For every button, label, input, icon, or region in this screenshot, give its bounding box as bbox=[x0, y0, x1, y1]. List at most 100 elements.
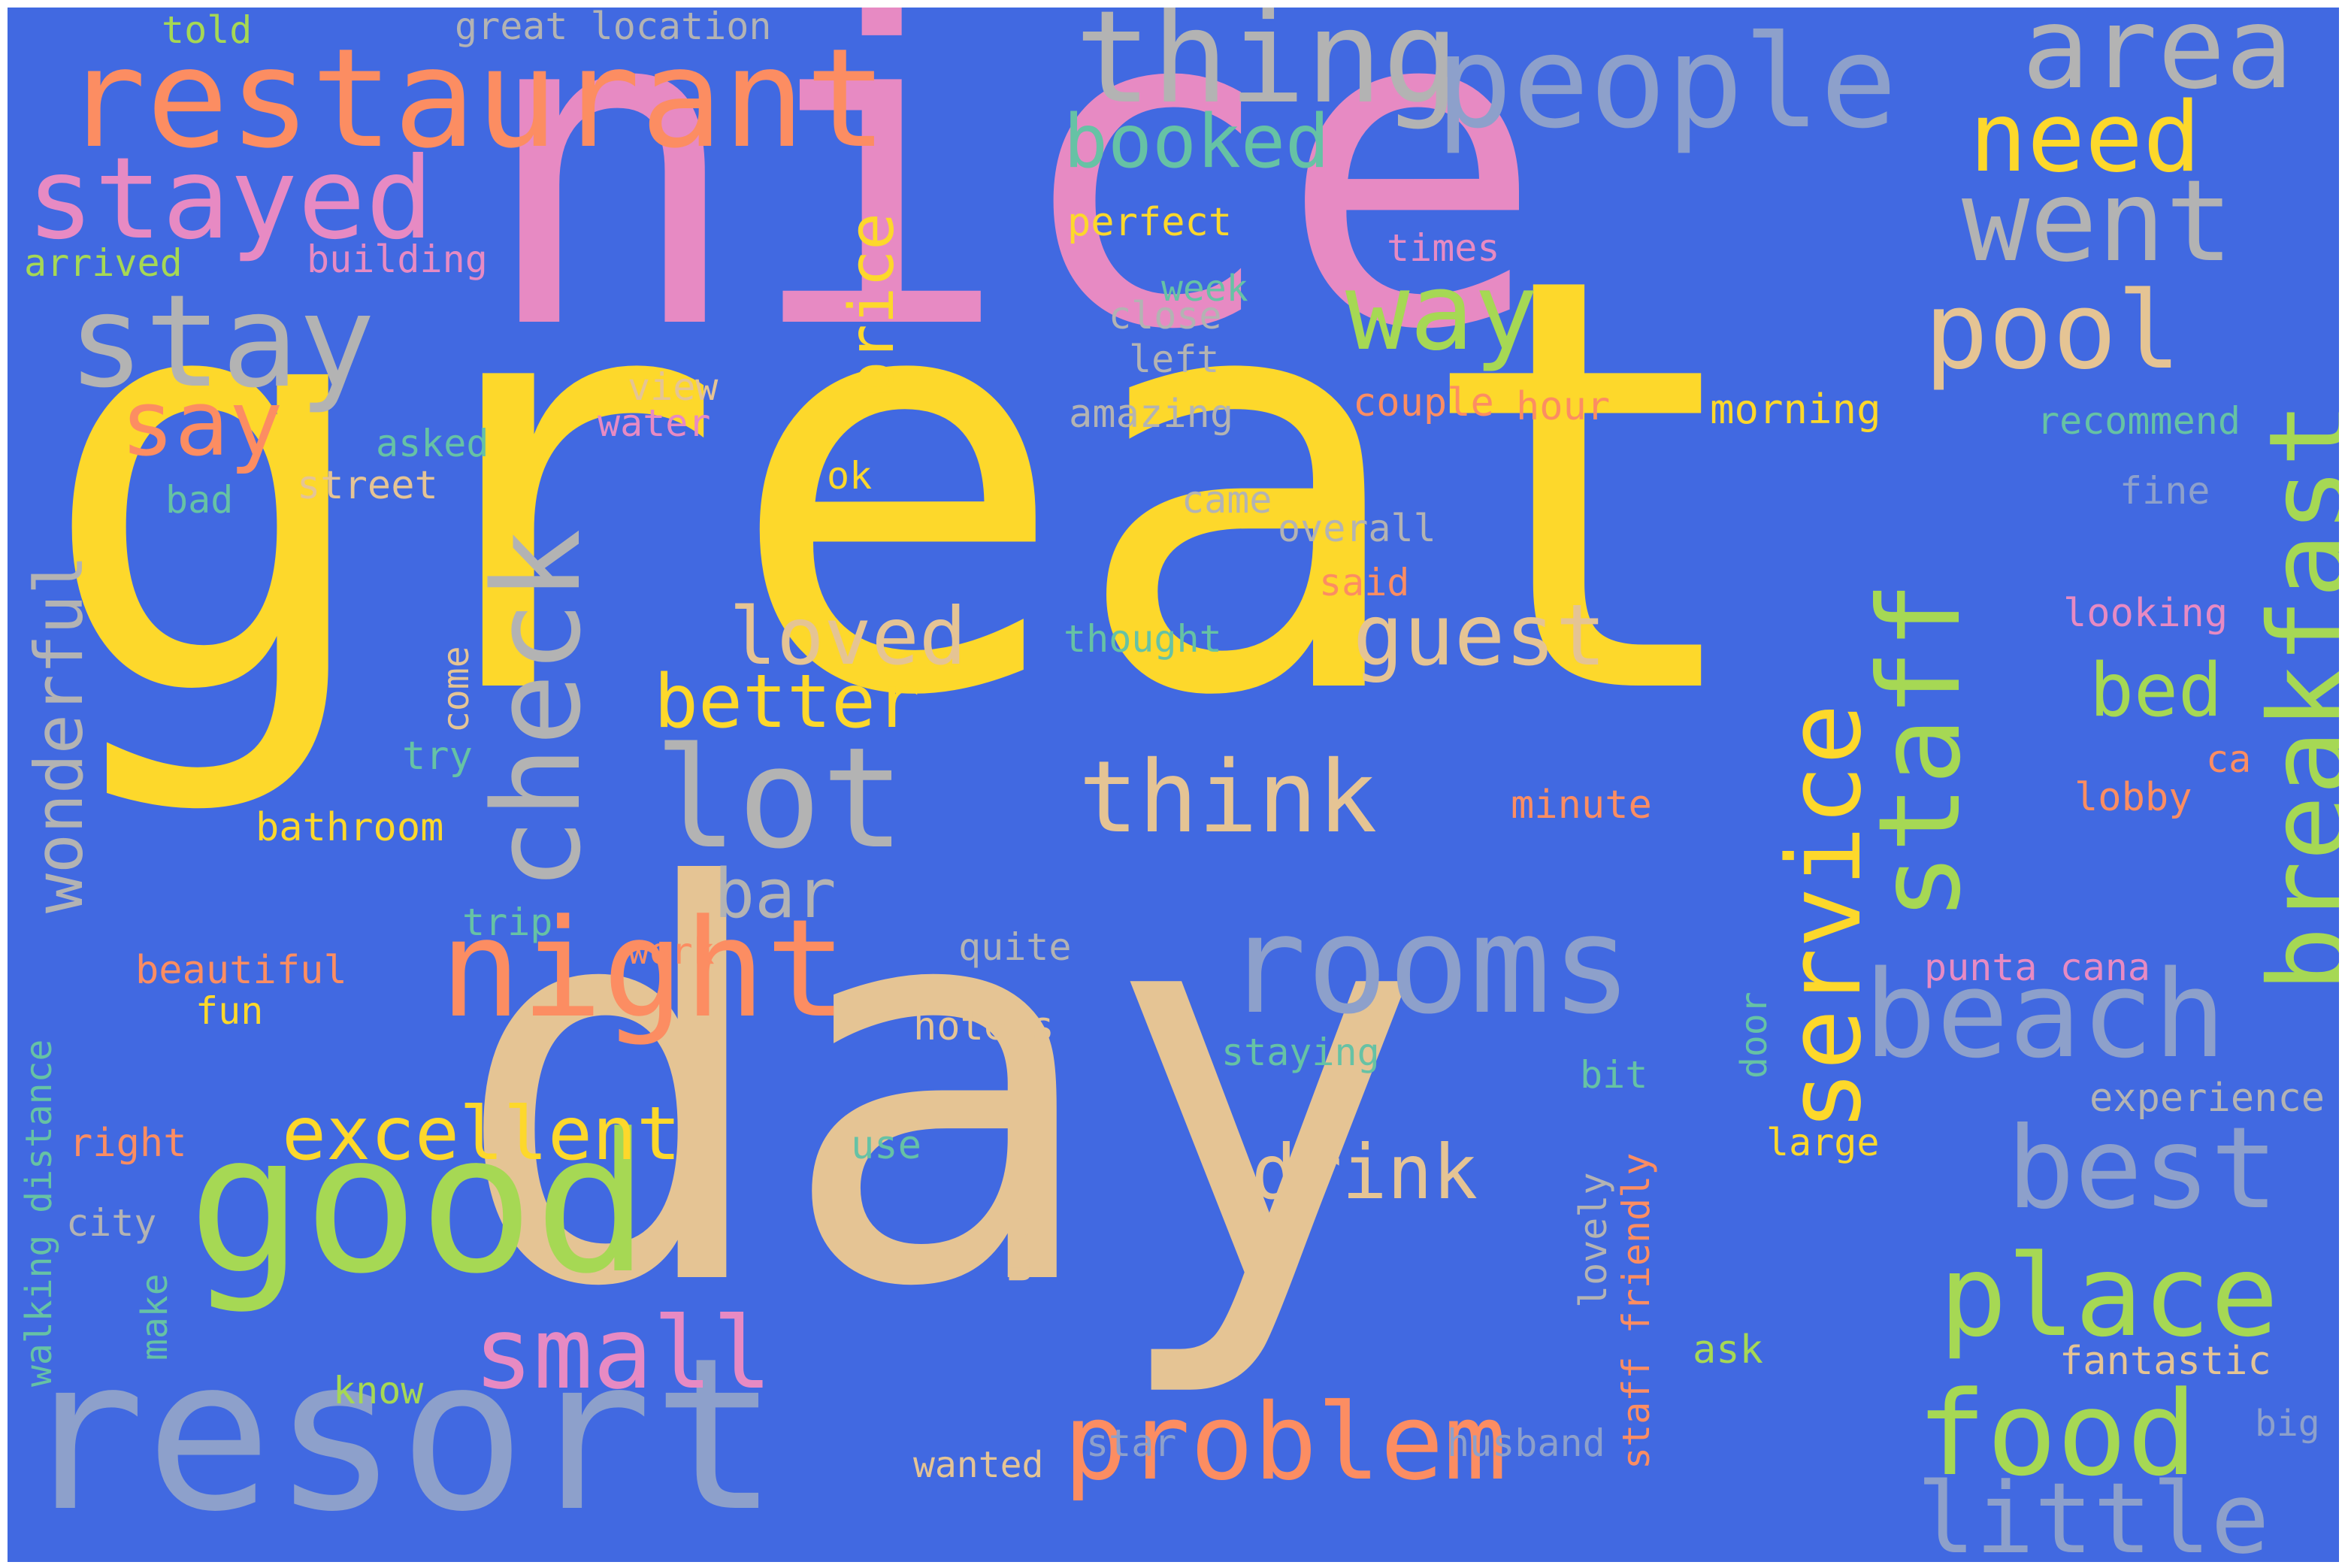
word-times: times bbox=[1387, 226, 1500, 270]
word-thought: thought bbox=[1064, 617, 1222, 661]
word-perfect: perfect bbox=[1067, 200, 1233, 245]
word-hour: hour bbox=[1516, 384, 1611, 429]
word-beautiful: beautiful bbox=[135, 948, 347, 993]
word-stay: stay bbox=[68, 268, 376, 416]
word-experience: experience bbox=[2089, 1076, 2325, 1121]
word-punta-cana: punta cana bbox=[1924, 946, 2151, 989]
word-pool: pool bbox=[1924, 269, 2181, 393]
word-area: area bbox=[2022, 8, 2294, 114]
word-rooms: rooms bbox=[1225, 887, 1632, 1044]
word-lobby: lobby bbox=[2074, 775, 2192, 820]
word-make: make bbox=[134, 1273, 176, 1361]
word-water: water bbox=[598, 401, 711, 445]
word-close: close bbox=[1109, 294, 1222, 338]
word-told: told bbox=[162, 8, 253, 52]
word-fun: fun bbox=[195, 989, 264, 1033]
word-door: door bbox=[1733, 991, 1775, 1079]
word-asked: asked bbox=[376, 422, 489, 465]
word-people: people bbox=[1436, 8, 1898, 157]
word-city: city bbox=[66, 1201, 157, 1245]
word-beach: beach bbox=[1864, 944, 2226, 1085]
word-booked: booked bbox=[1064, 99, 1330, 185]
word-drink: drink bbox=[1251, 1128, 1478, 1216]
word-think: think bbox=[1079, 740, 1378, 855]
word-staff: staff bbox=[1855, 581, 1986, 921]
word-hotels: hotels bbox=[913, 1004, 1054, 1049]
word-bathroom: bathroom bbox=[256, 805, 444, 850]
word-bit: bit bbox=[1580, 1053, 1648, 1097]
word-left: left bbox=[1129, 338, 1220, 381]
word-lot: lot bbox=[654, 717, 906, 879]
word-cloud: great nice day resort restaurant thing p… bbox=[8, 8, 2339, 1562]
word-need: need bbox=[1969, 82, 2201, 194]
word-view: view bbox=[628, 365, 719, 409]
word-wanted: wanted bbox=[913, 1444, 1044, 1486]
word-ok: ok bbox=[827, 454, 873, 498]
word-good: good bbox=[188, 1093, 650, 1316]
word-said: said bbox=[1319, 561, 1410, 604]
word-ask: ask bbox=[1693, 1327, 1763, 1373]
word-nice: nice bbox=[477, 8, 1545, 427]
word-day: day bbox=[451, 775, 1429, 1405]
word-staff-friendly: staff friendly bbox=[1614, 1152, 1658, 1470]
word-say: say bbox=[120, 372, 283, 477]
word-way: way bbox=[1345, 250, 1539, 374]
word-thing: thing bbox=[1075, 8, 1460, 132]
word-loved: loved bbox=[729, 591, 967, 683]
word-resort: resort bbox=[19, 1313, 779, 1558]
word-wonderful: wonderful bbox=[20, 555, 98, 913]
word-staying: staying bbox=[1221, 1031, 1380, 1074]
word-large: large bbox=[1766, 1121, 1880, 1164]
word-great: great bbox=[38, 156, 1757, 821]
word-recommend: recommend bbox=[2037, 399, 2241, 443]
word-morning: morning bbox=[1710, 386, 1881, 433]
word-guest: guest bbox=[1353, 587, 1607, 685]
word-went: went bbox=[1962, 156, 2234, 287]
word-check: check bbox=[467, 528, 607, 891]
word-best: best bbox=[2007, 1103, 2279, 1234]
word-amazing: amazing bbox=[1069, 392, 1234, 437]
word-price: price bbox=[837, 213, 908, 398]
word-small: small bbox=[474, 1296, 773, 1412]
word-excellent: excellent bbox=[282, 1091, 682, 1177]
word-husband: husband bbox=[1447, 1421, 1605, 1465]
word-great-location: great location bbox=[455, 8, 772, 48]
word-use: use bbox=[851, 1123, 921, 1168]
word-right: right bbox=[69, 1121, 187, 1166]
word-know: know bbox=[333, 1369, 424, 1412]
word-week: week bbox=[1161, 268, 1248, 310]
word-better: better bbox=[654, 659, 921, 745]
word-place: place bbox=[1939, 1231, 2279, 1362]
word-used: used bbox=[995, 1193, 1039, 1284]
word-bed: bed bbox=[2089, 648, 2223, 734]
word-night: night bbox=[440, 891, 847, 1048]
word-arrived: arrived bbox=[24, 241, 183, 285]
word-building: building bbox=[307, 238, 488, 281]
word-breakfast: breakfast bbox=[2246, 401, 2339, 992]
word-overall: overall bbox=[1278, 507, 1436, 550]
word-ca: ca bbox=[2206, 737, 2252, 781]
word-lovely: lovely bbox=[1572, 1172, 1615, 1308]
word-star: star bbox=[1086, 1421, 1177, 1465]
word-little: little bbox=[1917, 1461, 2270, 1562]
word-fine: fine bbox=[2120, 469, 2210, 513]
word-fantastic: fantastic bbox=[2059, 1339, 2271, 1384]
word-work: work bbox=[628, 931, 715, 973]
word-problem: problem bbox=[1064, 1382, 1508, 1504]
word-bar: bar bbox=[714, 855, 837, 934]
word-trip: trip bbox=[462, 901, 553, 944]
word-food: food bbox=[1917, 1366, 2198, 1502]
word-minute: minute bbox=[1511, 782, 1652, 828]
word-restaurant: restaurant bbox=[64, 19, 888, 178]
word-quite: quite bbox=[958, 925, 1072, 969]
word-came: came bbox=[1182, 478, 1272, 522]
word-stayed: stayed bbox=[26, 134, 434, 265]
word-try: try bbox=[402, 734, 473, 779]
word-street: street bbox=[297, 463, 438, 508]
word-looking: looking bbox=[2063, 591, 2229, 636]
word-big: big bbox=[2255, 1403, 2320, 1445]
word-walking-distance: walking distance bbox=[18, 1039, 60, 1387]
word-come: come bbox=[435, 646, 477, 733]
word-couple: couple bbox=[1353, 380, 1494, 425]
word-bad: bad bbox=[165, 478, 234, 522]
